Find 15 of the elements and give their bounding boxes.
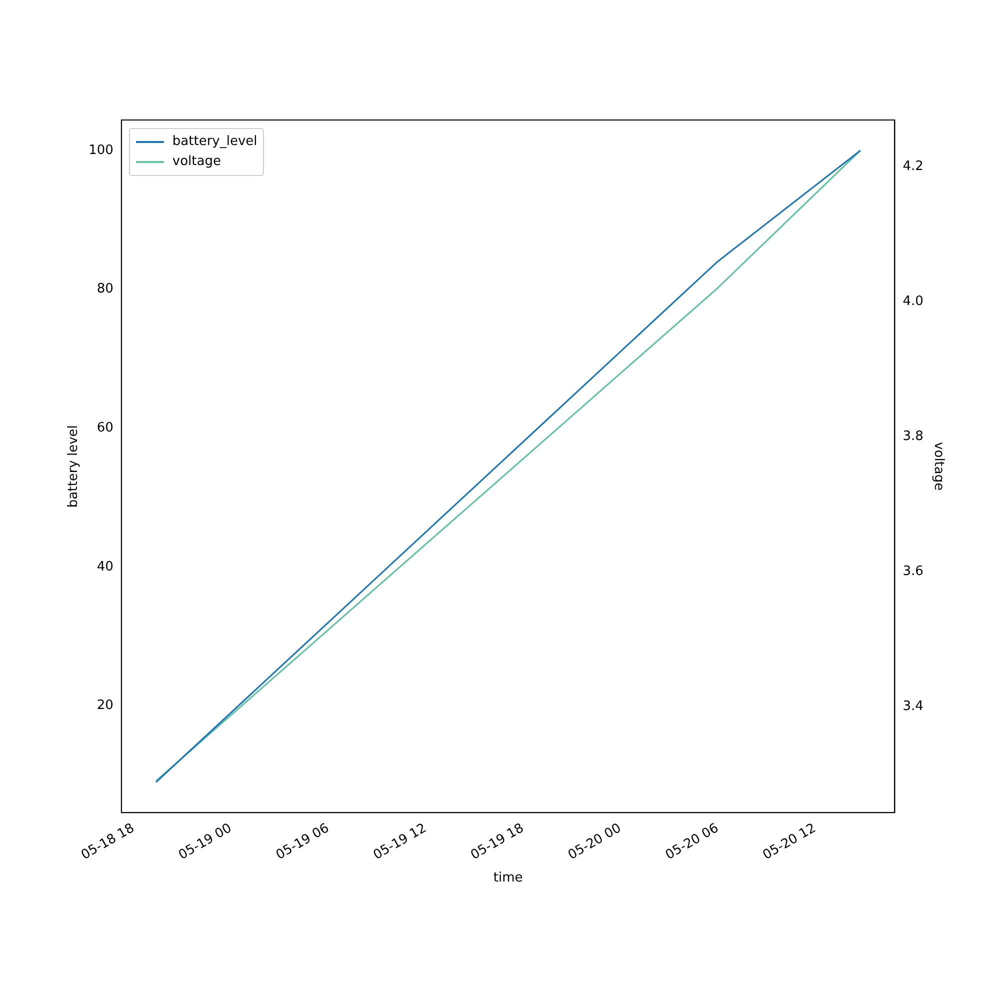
- x-axis-title: time: [493, 870, 523, 886]
- y-axis-title: battery level: [66, 425, 82, 508]
- y-tick-label: 40: [96, 559, 114, 574]
- y2-tick-label: 4.2: [902, 158, 924, 174]
- y2-tick-label: 3.4: [902, 699, 924, 714]
- y-tick-label: 100: [88, 142, 114, 158]
- y-tick-label: 80: [96, 282, 114, 297]
- y2-tick-label: 3.6: [902, 564, 924, 580]
- y2-axis-title: voltage: [930, 442, 946, 491]
- y2-tick-label: 3.8: [902, 429, 924, 444]
- legend-label: battery_level: [172, 133, 258, 151]
- y-tick-label: 60: [96, 420, 114, 436]
- y2-tick-label: 4.0: [902, 294, 924, 309]
- y-tick-label: 20: [96, 698, 114, 714]
- legend-label: voltage: [172, 153, 221, 171]
